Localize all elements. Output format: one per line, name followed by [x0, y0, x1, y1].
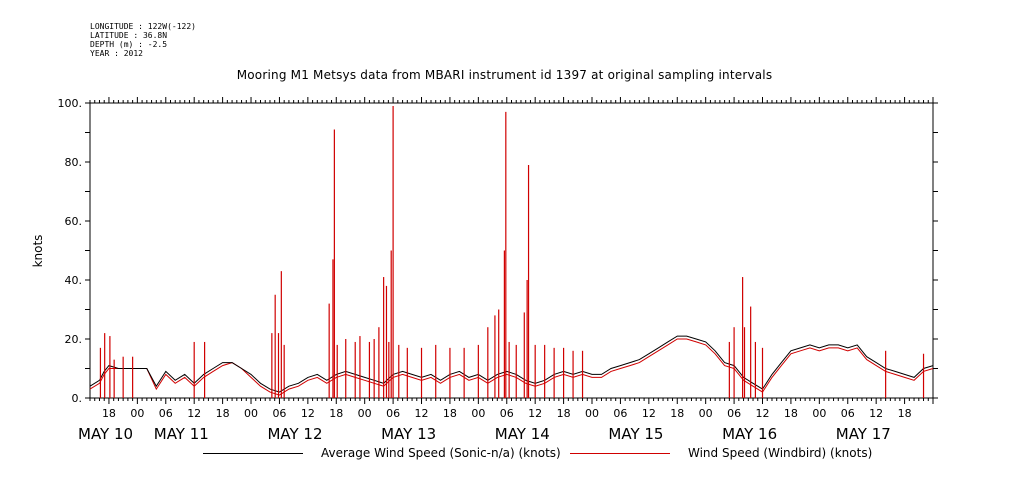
- y-axis-label: knots: [31, 235, 45, 268]
- metadata-block: LONGITUDE : 122W(-122) LATITUDE : 36.8N …: [90, 22, 196, 58]
- y-tick-label: 20.: [65, 333, 83, 346]
- day-labels: MAY 10 MAY 11 MAY 12 MAY 13 MAY 14 MAY 15 MAY …: [78, 425, 891, 443]
- x-tick-label: 00: [358, 407, 372, 420]
- x-tick-label: 18: [102, 407, 116, 420]
- legend-swatch-windbird: [570, 453, 670, 454]
- day-label: MAY 13: [381, 425, 436, 443]
- series-layer: [89, 105, 934, 398]
- plot-frame: [89, 102, 934, 399]
- day-label: MAY 14: [495, 425, 550, 443]
- plot-border: [89, 102, 934, 399]
- legend-item-windbird: Wind Speed (Windbird) (knots): [570, 446, 872, 460]
- x-tick-label: 06: [727, 407, 741, 420]
- longitude-text: LONGITUDE : 122W(-122): [90, 22, 196, 31]
- legend-item-average: Average Wind Speed (Sonic-n/a) (knots): [203, 446, 561, 460]
- y-tick-label: 100.: [58, 97, 83, 110]
- y-tick-label: 60.: [65, 215, 83, 228]
- x-tick-label: 06: [613, 407, 627, 420]
- day-label: MAY 16: [722, 425, 777, 443]
- x-tick-label: 00: [699, 407, 713, 420]
- x-tick-labels: 18 00 06 12 18 00 06 12 18 00 06 12 18 00 06 12 18 00 06 12…: [102, 407, 912, 420]
- series-line-average: [89, 335, 934, 393]
- x-tick-label: 18: [216, 407, 230, 420]
- y-tick-label: 40.: [65, 274, 83, 287]
- year-text: YEAR : 2012: [90, 49, 143, 58]
- day-label: MAY 15: [608, 425, 663, 443]
- x-tick-label: 18: [443, 407, 457, 420]
- x-tick-label: 18: [898, 407, 912, 420]
- series-line-windbird: [89, 338, 934, 396]
- day-label: MAY 10: [78, 425, 133, 443]
- x-tick-label: 00: [244, 407, 258, 420]
- y-tick-labels: 0. 20. 40. 60. 80. 100.: [58, 97, 83, 405]
- x-tick-label: 06: [272, 407, 286, 420]
- day-label: MAY 12: [267, 425, 322, 443]
- x-tick-label: 12: [187, 407, 201, 420]
- day-label: MAY 17: [836, 425, 891, 443]
- x-tick-label: 12: [642, 407, 656, 420]
- x-tick-label: 00: [130, 407, 144, 420]
- y-tick-label: 0.: [72, 392, 83, 405]
- x-tick-label: 18: [329, 407, 343, 420]
- legend-label-average: Average Wind Speed (Sonic-n/a) (knots): [321, 446, 561, 460]
- y-tick-label: 80.: [65, 156, 83, 169]
- day-label: MAY 11: [154, 425, 209, 443]
- depth-text: DEPTH (m) : -2.5: [90, 40, 168, 49]
- chart-title: Mooring M1 Metsys data from MBARI instru…: [236, 68, 773, 82]
- x-tick-label: 06: [841, 407, 855, 420]
- x-tick-label: 18: [557, 407, 571, 420]
- x-tick-label: 00: [812, 407, 826, 420]
- legend: Average Wind Speed (Sonic-n/a) (knots) W…: [0, 446, 1009, 462]
- x-tick-label: 00: [585, 407, 599, 420]
- x-tick-label: 18: [784, 407, 798, 420]
- x-tick-label: 12: [528, 407, 542, 420]
- x-tick-label: 12: [869, 407, 883, 420]
- x-tick-label: 06: [500, 407, 514, 420]
- x-tick-label: 12: [415, 407, 429, 420]
- x-tick-label: 06: [386, 407, 400, 420]
- x-tick-label: 12: [301, 407, 315, 420]
- x-tick-label: 18: [670, 407, 684, 420]
- legend-label-windbird: Wind Speed (Windbird) (knots): [688, 446, 873, 460]
- legend-swatch-average: [203, 453, 303, 454]
- x-tick-label: 00: [471, 407, 485, 420]
- axis-ticks: [85, 97, 938, 404]
- latitude-text: LATITUDE : 36.8N: [90, 31, 168, 40]
- x-tick-label: 06: [159, 407, 173, 420]
- x-tick-label: 12: [756, 407, 770, 420]
